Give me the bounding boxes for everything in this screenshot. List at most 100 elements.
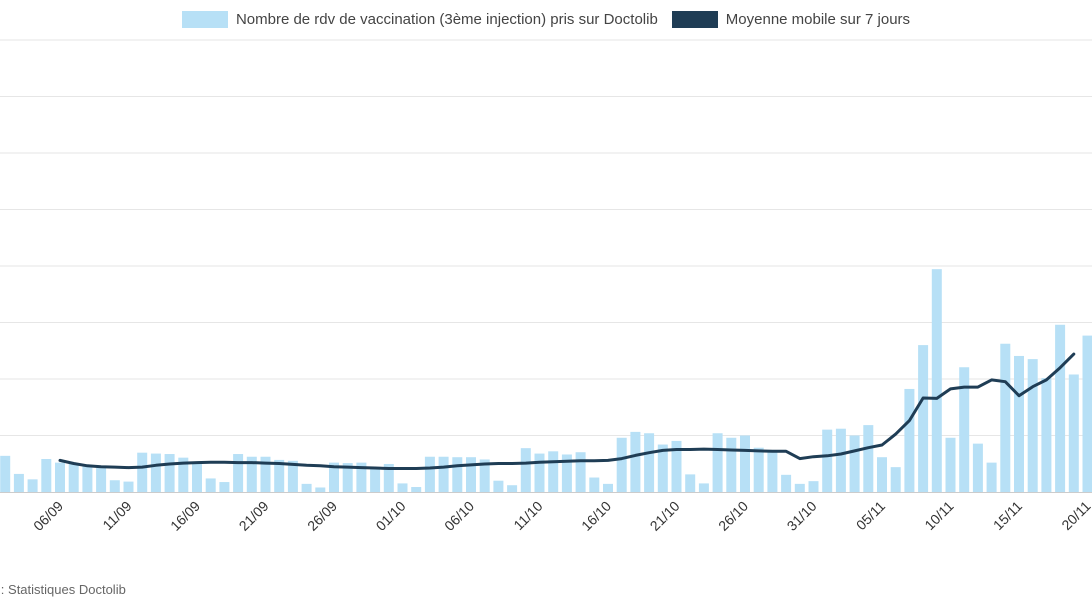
bar [1041,378,1052,492]
bar [548,451,559,492]
bar [644,433,655,492]
bar [603,483,613,492]
bar [972,443,983,492]
bar [479,459,490,492]
x-tick-label: 31/10 [784,498,820,534]
legend-swatch-line [671,10,718,28]
bar [507,485,518,492]
bar [329,462,339,492]
x-tick-label: 16/09 [167,498,203,534]
x-tick-label: 11/09 [99,498,135,534]
bar [274,459,285,492]
bar [904,388,915,492]
x-tick-label: 06/10 [441,498,477,534]
bar [890,467,901,492]
bar [192,462,202,492]
bar [767,449,778,492]
bar [575,452,586,492]
bar [246,456,257,492]
bar [1027,359,1038,492]
bar [534,453,545,492]
bar [96,467,107,492]
bar [781,474,792,492]
bar [383,463,394,492]
bar [466,457,476,492]
bar [219,482,230,492]
bar [150,453,161,492]
bar [726,437,737,492]
bar [877,457,887,492]
bar [370,468,381,492]
bar [301,483,312,492]
bar [1082,335,1092,492]
source-credit-text: Source : Statistiques Doctolib [0,582,126,597]
x-tick-label: 26/09 [304,498,340,534]
bar [315,487,326,492]
x-tick-label: 15/11 [990,498,1026,534]
bar [657,444,668,492]
x-tick-label: 21/09 [236,498,272,534]
bar [1014,355,1024,492]
bar [1068,374,1079,492]
x-tick-label: 06/09 [30,498,66,534]
bar [520,448,531,492]
bar [685,474,696,492]
bar [671,440,682,492]
legend: Nombre de rdv de vaccination (3ème injec… [0,8,1092,30]
bar [68,463,79,492]
bar [808,481,819,492]
legend-swatch-bars [181,10,228,28]
bar [260,456,271,492]
x-tick-label: 20/11 [1058,498,1092,534]
bar [835,428,846,492]
bar [849,435,860,492]
bar [1000,343,1011,492]
bar [589,477,600,492]
bar [931,269,942,492]
bar [493,480,504,492]
bar [205,478,216,492]
bar [13,473,24,492]
bar [233,454,244,492]
legend-label-bars: Nombre de rdv de vaccination (3ème injec… [235,10,658,28]
bar [822,429,833,492]
bar [1055,324,1066,492]
bar [411,487,422,492]
bar [178,457,189,492]
x-tick-label: 10/11 [921,498,957,534]
source-credit: Source : Statistiques Doctolib [0,582,300,597]
bar [918,345,929,492]
moving-average-line [58,352,1076,470]
bar [342,463,353,492]
bar [41,459,52,492]
bar [287,460,298,492]
legend-item-bars[interactable]: Nombre de rdv de vaccination (3ème injec… [181,10,658,28]
bar [109,480,120,492]
bar [438,456,449,492]
bar [452,457,463,492]
x-tick-label: 11/10 [510,498,546,534]
x-tick-label: 16/10 [578,498,614,534]
bar [55,462,65,492]
bar [561,454,572,492]
bar [123,481,134,492]
bar [712,433,723,492]
bar [424,456,435,492]
bar [794,483,805,492]
bar [27,479,38,492]
legend-item-line[interactable]: Moyenne mobile sur 7 jours [671,10,911,28]
bar [630,431,641,492]
bar [356,462,367,492]
bar [959,367,970,492]
bar [616,437,627,492]
bar [397,483,408,492]
legend-label-line: Moyenne mobile sur 7 jours [725,10,911,28]
bar [0,455,11,492]
x-tick-label: 05/11 [853,498,889,534]
bar [863,425,874,492]
x-tick-label: 01/10 [373,498,409,534]
bar [740,435,750,492]
bar [82,465,93,492]
bar [137,452,148,492]
